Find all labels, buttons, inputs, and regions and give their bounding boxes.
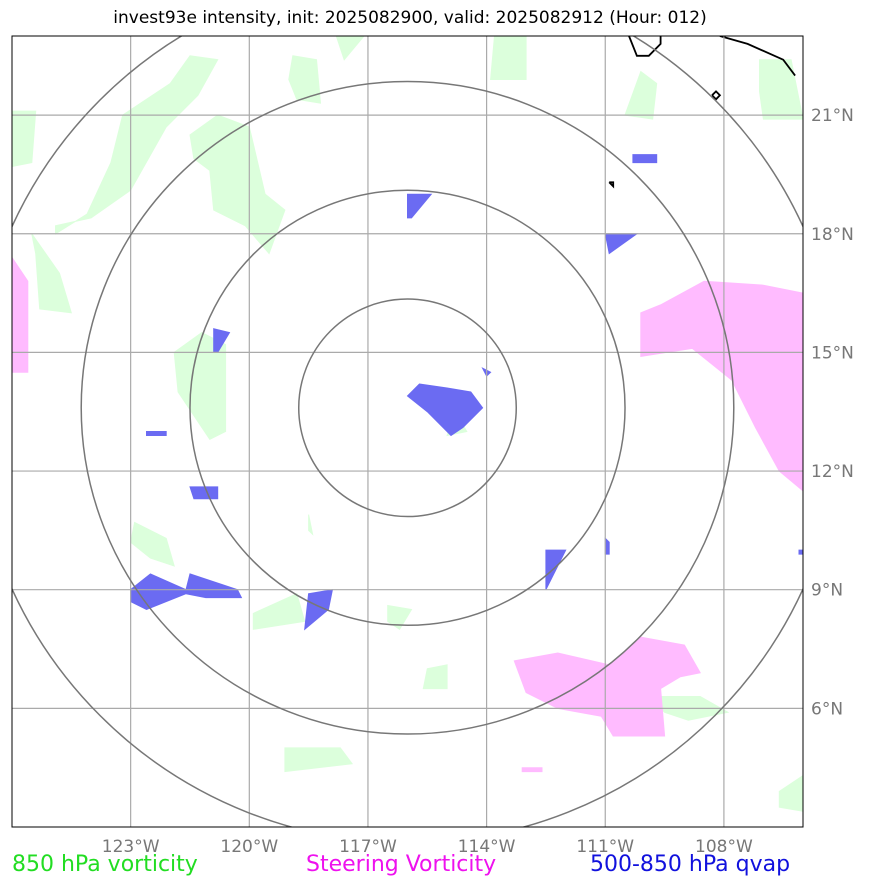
field-region	[604, 233, 639, 255]
field-850-hpa-vorticity	[12, 36, 803, 812]
field-region	[189, 486, 219, 500]
legend-steering-vorticity: Steering Vorticity	[306, 852, 497, 877]
field-region	[778, 774, 803, 812]
field-layers	[12, 36, 803, 812]
tick-label-lon: 120°W	[220, 837, 278, 857]
coastlines	[608, 36, 796, 189]
field-region	[798, 549, 803, 555]
field-region	[624, 70, 658, 120]
tick-labels: 123°W 120°W 117°W 114°W 111°W 108°W 21°N 18°N 15…	[102, 106, 854, 857]
field-region	[130, 573, 243, 611]
field-region	[406, 383, 484, 437]
field-500-850-hpa-qvap	[130, 154, 803, 631]
coastline	[711, 90, 722, 101]
field-region	[308, 514, 314, 536]
field-steering-vorticity	[12, 256, 803, 773]
field-region	[521, 767, 543, 773]
field-region	[640, 280, 803, 492]
field-region	[545, 549, 567, 590]
coastline	[608, 181, 615, 189]
chart-title: invest93e intensity, init: 2025082900, v…	[113, 8, 707, 28]
field-region	[422, 664, 448, 690]
plot-frame	[11, 35, 804, 828]
range-ring	[189, 189, 626, 627]
coastline	[628, 36, 662, 57]
field-region	[12, 110, 37, 168]
tick-label-lat: 6°N	[811, 699, 843, 719]
tick-label-lon: 111°W	[576, 837, 634, 857]
field-region	[12, 256, 29, 373]
field-region	[387, 604, 413, 631]
field-region	[304, 589, 334, 631]
tick-label-lon: 108°W	[695, 837, 753, 857]
field-region	[288, 55, 322, 104]
range-ring	[80, 80, 735, 735]
field-region	[604, 537, 610, 555]
field-region	[407, 193, 433, 219]
legend-850-vorticity: 850 hPa vorticity	[12, 852, 198, 877]
field-region	[173, 332, 227, 441]
tick-label-lat: 15°N	[811, 343, 854, 363]
field-region	[759, 59, 803, 120]
field-region	[632, 154, 658, 164]
legend-qvap: 500-850 hPa qvap	[590, 852, 791, 877]
field-region	[335, 36, 365, 61]
tick-label-lon: 123°W	[102, 837, 160, 857]
tick-label-lat: 21°N	[811, 106, 854, 126]
field-region	[513, 636, 701, 737]
gridlines	[12, 36, 803, 827]
field-region	[55, 55, 219, 235]
tick-label-lon: 114°W	[458, 837, 516, 857]
tick-label-lat: 9°N	[811, 581, 843, 601]
field-region	[146, 431, 167, 436]
tick-label-lat: 18°N	[811, 225, 854, 245]
range-rings	[12, 36, 803, 827]
field-region	[189, 114, 286, 255]
tick-label-lon: 117°W	[339, 837, 397, 857]
field-region	[252, 593, 306, 630]
field-region	[31, 233, 72, 314]
field-region	[130, 521, 175, 567]
tick-label-lat: 12°N	[811, 462, 854, 482]
field-region	[284, 747, 354, 773]
field-region	[490, 36, 527, 80]
coastline	[719, 36, 796, 77]
range-ring	[297, 298, 518, 518]
